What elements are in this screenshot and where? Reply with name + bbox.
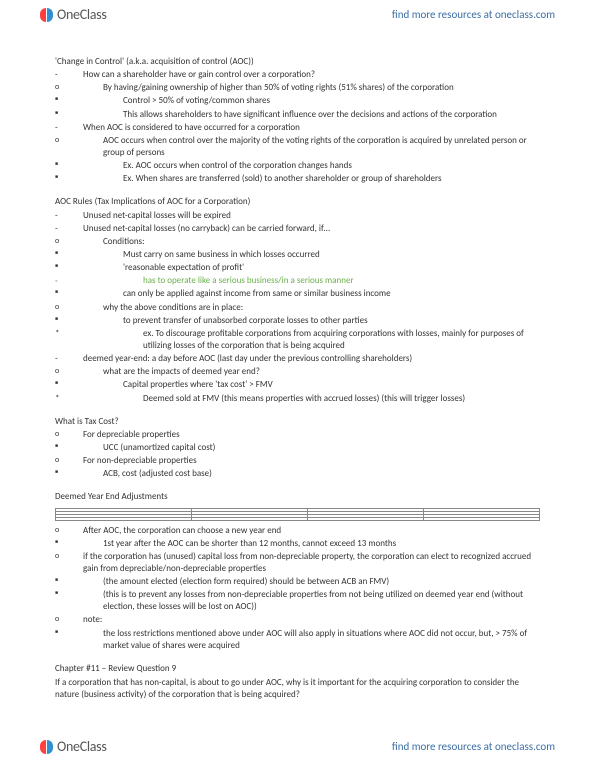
list-item: Ex. When shares are transferred (sold) t…	[55, 173, 540, 185]
list-item: the loss restrictions mentioned above un…	[55, 628, 540, 652]
list-item: (this is to prevent any losses from non-…	[55, 589, 540, 613]
document-body: 'Change in Control' (a.k.a. acquisition …	[0, 30, 595, 701]
list-item: Control > 50% of voting/common shares	[55, 95, 540, 107]
list-item: Deemed sold at FMV (this means propertie…	[55, 393, 540, 405]
list-item: Unused net-capital losses will be expire…	[55, 210, 540, 222]
list-item: has to operate like a serious business/i…	[55, 275, 540, 287]
table-cell	[423, 517, 539, 520]
header-link[interactable]: find more resources at oneclass.com	[392, 8, 555, 23]
list-item: After AOC, the corporation can choose a …	[55, 525, 540, 537]
table-cell	[307, 517, 423, 520]
brand-logo: OneClass	[40, 738, 107, 757]
adjustments-table	[55, 508, 540, 521]
list-item: For non-depreciable properties	[55, 455, 540, 467]
table-cell	[191, 517, 307, 520]
list-item: AOC occurs when control over the majorit…	[55, 135, 540, 159]
brand-name: OneClass	[57, 6, 107, 25]
list-item: 1st year after the AOC can be shorter th…	[55, 538, 540, 550]
list-item: if the corporation has (unused) capital …	[55, 551, 540, 575]
table-row	[56, 517, 540, 520]
list-item: 'reasonable expectation of profit'	[55, 262, 540, 274]
list-item: UCC (unamortized capital cost)	[55, 442, 540, 454]
section-title: 'Change in Control' (a.k.a. acquisition …	[55, 56, 540, 68]
page-footer: OneClass find more resources at oneclass…	[0, 732, 595, 762]
list-item: what are the impacts of deemed year end?	[55, 366, 540, 378]
list-item: note:	[55, 614, 540, 626]
list-item: why the above conditions are in place:	[55, 302, 540, 314]
footer-link[interactable]: find more resources at oneclass.com	[392, 740, 555, 755]
list-item: (the amount elected (election form requi…	[55, 576, 540, 588]
page-header: OneClass find more resources at oneclass…	[0, 0, 595, 30]
paragraph: If a corporation that has non-capital, i…	[55, 677, 540, 701]
list-item: deemed year-end: a day before AOC (last …	[55, 353, 540, 365]
list-item: ex. To discourage profitable corporation…	[55, 328, 540, 352]
logo-mark	[40, 8, 53, 22]
section-title: What is Tax Cost?	[55, 416, 540, 428]
list-item: to prevent transfer of unabsorbed corpor…	[55, 315, 540, 327]
list-item: can only be applied against income from …	[55, 288, 540, 300]
list-item: Must carry on same business in which los…	[55, 249, 540, 261]
brand-logo: OneClass	[40, 6, 107, 25]
list-item: Ex. AOC occurs when control of the corpo…	[55, 160, 540, 172]
list-item: Capital properties where 'tax cost' > FM…	[55, 379, 540, 391]
section-title: Chapter #11 – Review Question 9	[55, 663, 540, 675]
list-item: Conditions:	[55, 236, 540, 248]
section-title: Deemed Year End Adjustments	[55, 491, 540, 503]
list-item: ACB, cost (adjusted cost base)	[55, 468, 540, 480]
list-item: For depreciable properties	[55, 429, 540, 441]
list-item: This allows shareholders to have signifi…	[55, 109, 540, 121]
logo-mark	[40, 740, 53, 754]
brand-name: OneClass	[57, 738, 107, 757]
section-title: AOC Rules (Tax Implications of AOC for a…	[55, 196, 540, 208]
list-item: When AOC is considered to have occurred …	[55, 122, 540, 134]
list-item: How can a shareholder have or gain contr…	[55, 69, 540, 81]
list-item: Unused net-capital losses (no carryback)…	[55, 223, 540, 235]
table-cell	[56, 517, 192, 520]
list-item: By having/gaining ownership of higher th…	[55, 82, 540, 94]
